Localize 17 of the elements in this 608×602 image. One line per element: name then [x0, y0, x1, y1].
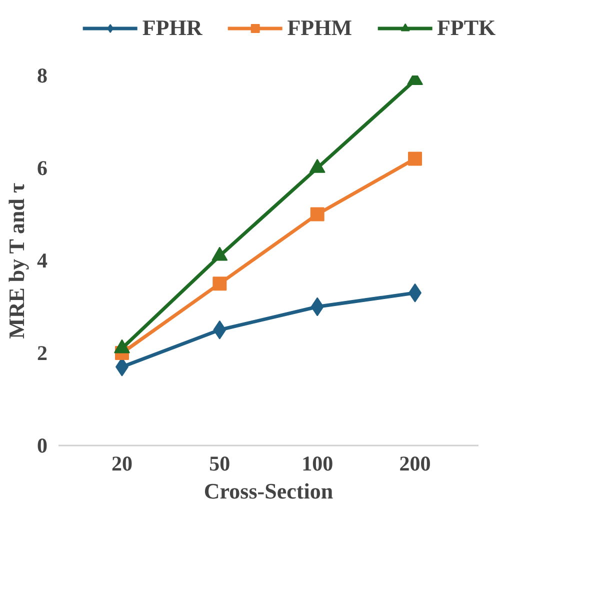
x-tick-label: 200	[399, 452, 431, 476]
legend-label: FPHR	[142, 14, 202, 40]
x-tick-label: 100	[302, 452, 334, 476]
x-tick-label: 20	[111, 452, 132, 476]
y-axis-title: MRE by T and τ	[4, 182, 29, 339]
legend-label: FPTK	[436, 14, 496, 40]
point	[212, 276, 227, 291]
y-tick-label: 8	[37, 64, 48, 88]
y-tick-label: 0	[37, 434, 48, 458]
legend-label: FPHM	[287, 14, 352, 40]
y-tick-label: 6	[37, 156, 48, 180]
y-tick-label: 2	[37, 341, 48, 365]
point	[408, 152, 422, 166]
x-tick-label: 50	[209, 452, 230, 476]
y-tick-label: 4	[37, 248, 48, 272]
x-axis-title: Cross-Section	[204, 478, 334, 504]
point	[310, 207, 324, 222]
